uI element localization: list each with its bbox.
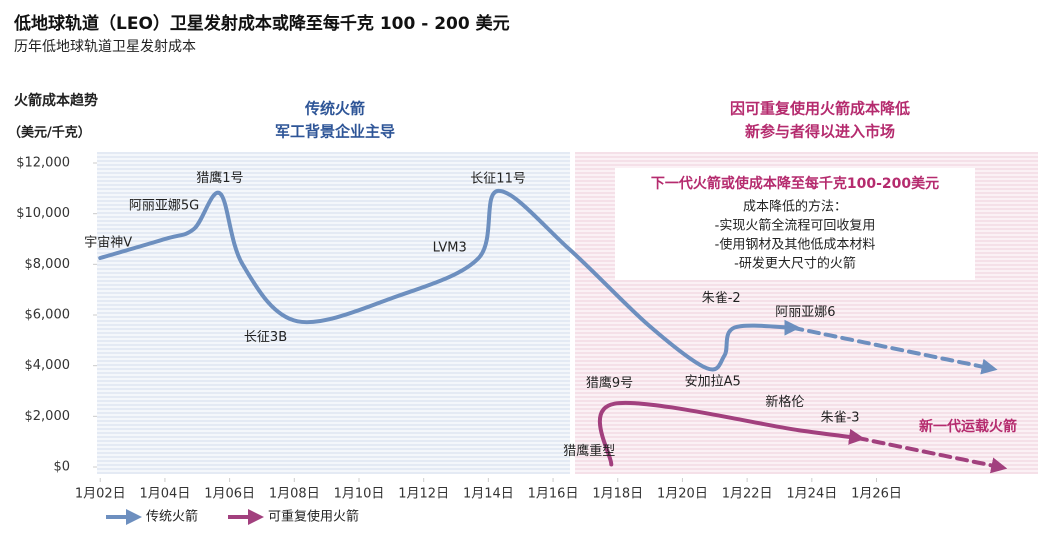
point-label: 猎鹰9号 <box>586 375 633 391</box>
y-tick-label: $0 <box>53 460 70 475</box>
x-tick-label: 1月10日 <box>334 487 385 502</box>
point-label: 长征3B <box>244 330 287 345</box>
point-label: LVM3 <box>433 241 467 256</box>
point-label: 猎鹰1号 <box>196 170 243 186</box>
box-line: -研发更大尺寸的火箭 <box>734 256 856 272</box>
x-tick-label: 1月04日 <box>140 487 191 502</box>
legend-label: 可重复使用火箭 <box>268 509 359 525</box>
note-box <box>615 168 975 280</box>
region-title: 因可重复使用火箭成本降低 <box>730 100 910 118</box>
region-title: 新参与者得以进入市场 <box>745 123 895 141</box>
box-line: -实现火箭全流程可回收复用 <box>715 218 876 234</box>
chart-title: 低地球轨道（LEO）卫星发射成本或降至每千克 100 - 200 美元 <box>13 13 510 34</box>
series-line <box>855 435 1008 474</box>
x-tick-label: 1月02日 <box>75 487 126 502</box>
x-tick-label: 1月06日 <box>204 487 255 502</box>
series-line <box>98 188 801 372</box>
y-tick-label: $4,000 <box>25 358 71 373</box>
point-label: 安加拉A5 <box>685 375 741 390</box>
y-tick-label: $10,000 <box>16 206 70 221</box>
point-label: 阿丽亚娜6 <box>775 305 835 320</box>
series-line <box>790 325 998 375</box>
box-line: 成本降低的方法： <box>743 199 847 215</box>
legend-label: 传统火箭 <box>146 509 198 525</box>
x-tick-label: 1月16日 <box>528 487 579 502</box>
x-tick-label: 1月18日 <box>592 487 643 502</box>
x-tick-label: 1月12日 <box>398 487 449 502</box>
point-label: 阿丽亚娜5G <box>129 198 199 213</box>
y-tick-label: $8,000 <box>25 257 71 272</box>
chart-subtitle: 历年低地球轨道卫星发射成本 <box>14 39 196 55</box>
region-title: 军工背景企业主导 <box>275 123 395 141</box>
x-tick-label: 1月20日 <box>657 487 708 502</box>
box-title: 下一代火箭或使成本降至每千克100-200美元 <box>651 175 939 192</box>
x-tick-label: 1月22日 <box>722 487 773 502</box>
point-label: 新格伦 <box>765 394 804 410</box>
box-line: -使用钢材及其他低成本材料 <box>715 237 876 253</box>
y-tick-label: $12,000 <box>16 156 70 171</box>
point-label: 长征11号 <box>470 171 526 186</box>
region-title: 传统火箭 <box>304 100 365 118</box>
point-label: 朱雀-2 <box>702 291 741 306</box>
x-tick-label: 1月08日 <box>269 487 320 502</box>
x-tick-label: 1月26日 <box>851 487 902 502</box>
annotation: 新一代运载火箭 <box>919 418 1017 435</box>
series-line <box>598 400 866 467</box>
y-tick-label: $2,000 <box>25 409 71 424</box>
point-label: 猎鹰重型 <box>563 443 615 459</box>
point-label: 宇宙神V <box>84 236 132 251</box>
y-unit: （美元/千克） <box>8 125 91 141</box>
x-tick-label: 1月14日 <box>463 487 514 502</box>
x-tick-label: 1月24日 <box>786 487 837 502</box>
y-tick-label: $6,000 <box>25 308 71 323</box>
y-title: 火箭成本趋势 <box>14 92 98 109</box>
point-label: 朱雀-3 <box>821 410 860 425</box>
